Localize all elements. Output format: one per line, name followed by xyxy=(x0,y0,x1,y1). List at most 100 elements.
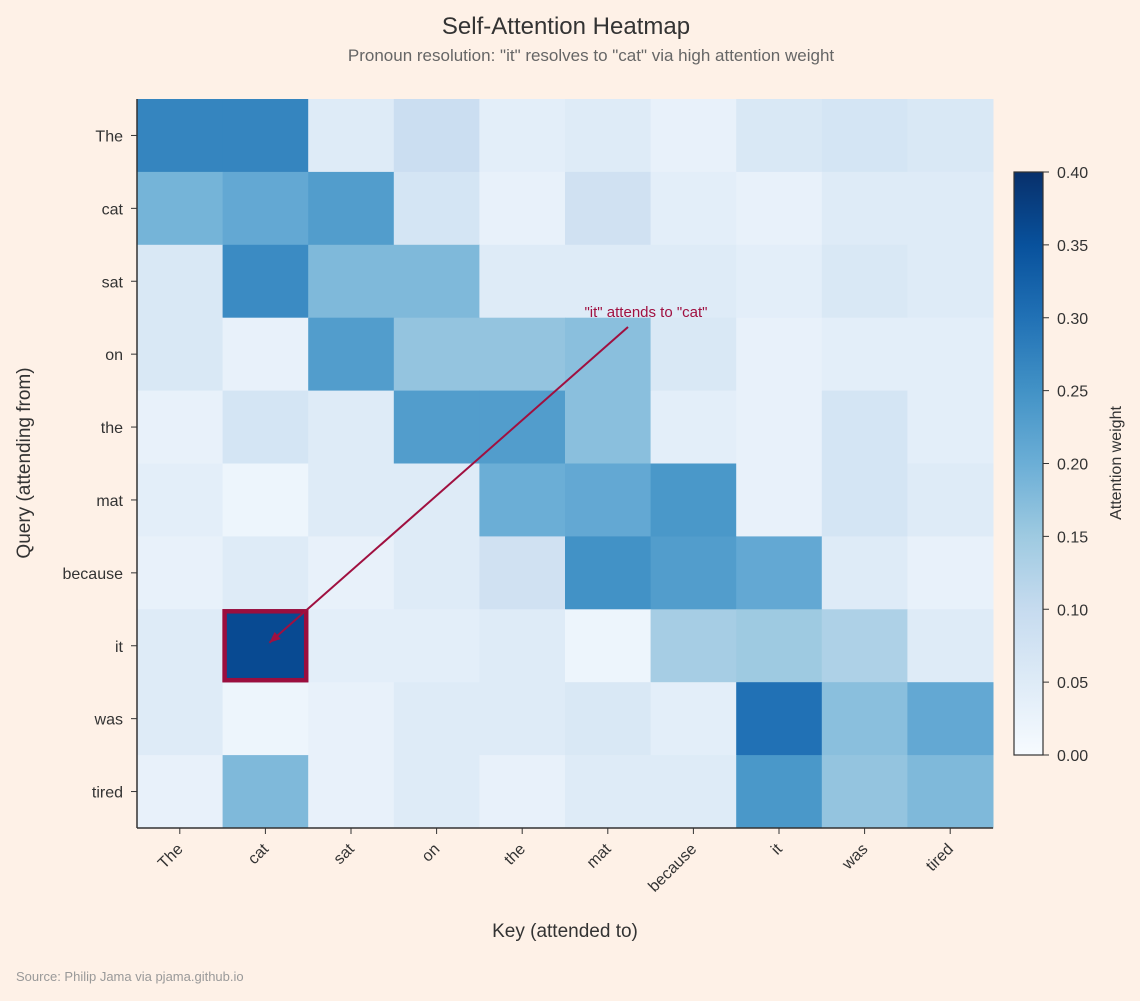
heatmap-cell xyxy=(565,755,652,829)
y-tick-label: tired xyxy=(92,785,123,802)
heatmap-cell xyxy=(650,99,737,173)
heatmap-cell xyxy=(393,99,480,173)
heatmap-cell xyxy=(821,463,908,537)
y-tick-label: was xyxy=(94,712,123,729)
heatmap-cell xyxy=(736,317,823,392)
heatmap-cell xyxy=(308,536,395,610)
heatmap-cell xyxy=(736,682,823,756)
heatmap-cell xyxy=(137,99,224,173)
heatmap-cell xyxy=(137,682,224,756)
heatmap-cell xyxy=(907,99,994,173)
heatmap-cell xyxy=(479,317,566,392)
heatmap-cell xyxy=(308,171,395,246)
heatmap-cell xyxy=(565,536,652,610)
colorbar-tick-label: 0.40 xyxy=(1057,165,1088,182)
heatmap-cell xyxy=(393,244,480,319)
y-tick-label: The xyxy=(95,128,123,145)
heatmap-cell xyxy=(393,536,480,610)
chart-title: Self-Attention Heatmap xyxy=(442,13,690,40)
heatmap-cell xyxy=(565,317,652,392)
y-tick-label: the xyxy=(101,420,123,437)
annotation-text: "it" attends to "cat" xyxy=(584,304,707,321)
colorbar-tick-label: 0.15 xyxy=(1057,529,1088,546)
heatmap-cell xyxy=(650,609,737,683)
heatmap-cell xyxy=(821,390,908,464)
heatmap-cell xyxy=(479,99,566,173)
x-tick-label: it xyxy=(768,840,786,858)
x-axis-label: Key (attended to) xyxy=(492,921,638,942)
heatmap-cell xyxy=(393,171,480,246)
heatmap-cell xyxy=(650,536,737,610)
x-tick-label: mat xyxy=(584,840,615,871)
heatmap-cell xyxy=(907,463,994,537)
annotation-arrow xyxy=(268,326,629,644)
heatmap-cell xyxy=(222,463,309,537)
heatmap-cell xyxy=(565,390,652,464)
heatmap-cell xyxy=(736,244,823,319)
heatmap-cell xyxy=(650,317,737,392)
colorbar-tick-label: 0.25 xyxy=(1057,384,1088,401)
heatmap-cell xyxy=(479,682,566,756)
heatmap-cell xyxy=(565,171,652,246)
highlight-box xyxy=(222,609,309,683)
heatmap-cell xyxy=(308,317,395,392)
heatmap-cell xyxy=(736,609,823,683)
heatmap-cell xyxy=(393,609,480,683)
heatmap-cell xyxy=(479,171,566,246)
colorbar xyxy=(1013,171,1044,756)
heatmap-cell xyxy=(308,463,395,537)
y-tick-label: it xyxy=(115,639,124,656)
heatmap-cell xyxy=(907,536,994,610)
heatmap-cell xyxy=(393,463,480,537)
x-tick-label: because xyxy=(645,841,700,896)
heatmap-cell xyxy=(222,536,309,610)
heatmap-cell xyxy=(821,171,908,246)
y-tick-label: cat xyxy=(102,201,124,218)
heatmap-cell xyxy=(736,463,823,537)
heatmap-cell xyxy=(907,171,994,246)
heatmap-cell xyxy=(650,244,737,319)
heatmap-cell xyxy=(137,171,224,246)
heatmap-cell xyxy=(222,171,309,246)
heatmap-cell xyxy=(137,755,224,829)
heatmap-cell xyxy=(907,609,994,683)
x-tick-label: on xyxy=(419,841,444,866)
x-tick-label: sat xyxy=(331,840,359,868)
heatmap-cell xyxy=(907,755,994,829)
heatmap-cell xyxy=(393,682,480,756)
y-axis-label: Query (attending from) xyxy=(14,367,35,558)
heatmap-cell xyxy=(479,755,566,829)
heatmap-cell xyxy=(308,244,395,319)
heatmap-cell xyxy=(222,317,309,392)
heatmap-cell xyxy=(736,99,823,173)
heatmap-cell xyxy=(479,244,566,319)
y-tick-label: sat xyxy=(102,274,124,291)
colorbar-tick-label: 0.00 xyxy=(1057,748,1088,765)
heatmap-cell xyxy=(222,390,309,464)
x-tick-label: was xyxy=(839,841,872,874)
heatmap-cell xyxy=(137,463,224,537)
heatmap-cell xyxy=(650,682,737,756)
heatmap-cell xyxy=(736,171,823,246)
heatmap-cell xyxy=(479,536,566,610)
colorbar-tick-label: 0.35 xyxy=(1057,238,1088,255)
heatmap-cell xyxy=(308,99,395,173)
heatmap-cell xyxy=(479,463,566,537)
heatmap-cell xyxy=(650,171,737,246)
heatmap-cell xyxy=(308,682,395,756)
heatmap-cell xyxy=(308,609,395,683)
heatmap-cell xyxy=(308,755,395,829)
heatmap-cell xyxy=(821,244,908,319)
heatmap-cell xyxy=(137,609,224,683)
heatmap-cell xyxy=(736,755,823,829)
colorbar-tick-label: 0.20 xyxy=(1057,457,1088,474)
heatmap-cell xyxy=(393,317,480,392)
heatmap-cell xyxy=(479,390,566,464)
heatmap-cell xyxy=(137,244,224,319)
heatmap-cell xyxy=(137,317,224,392)
heatmap-cell xyxy=(907,244,994,319)
source-note: Source: Philip Jama via pjama.github.io xyxy=(16,969,244,984)
heatmap-cell xyxy=(222,244,309,319)
